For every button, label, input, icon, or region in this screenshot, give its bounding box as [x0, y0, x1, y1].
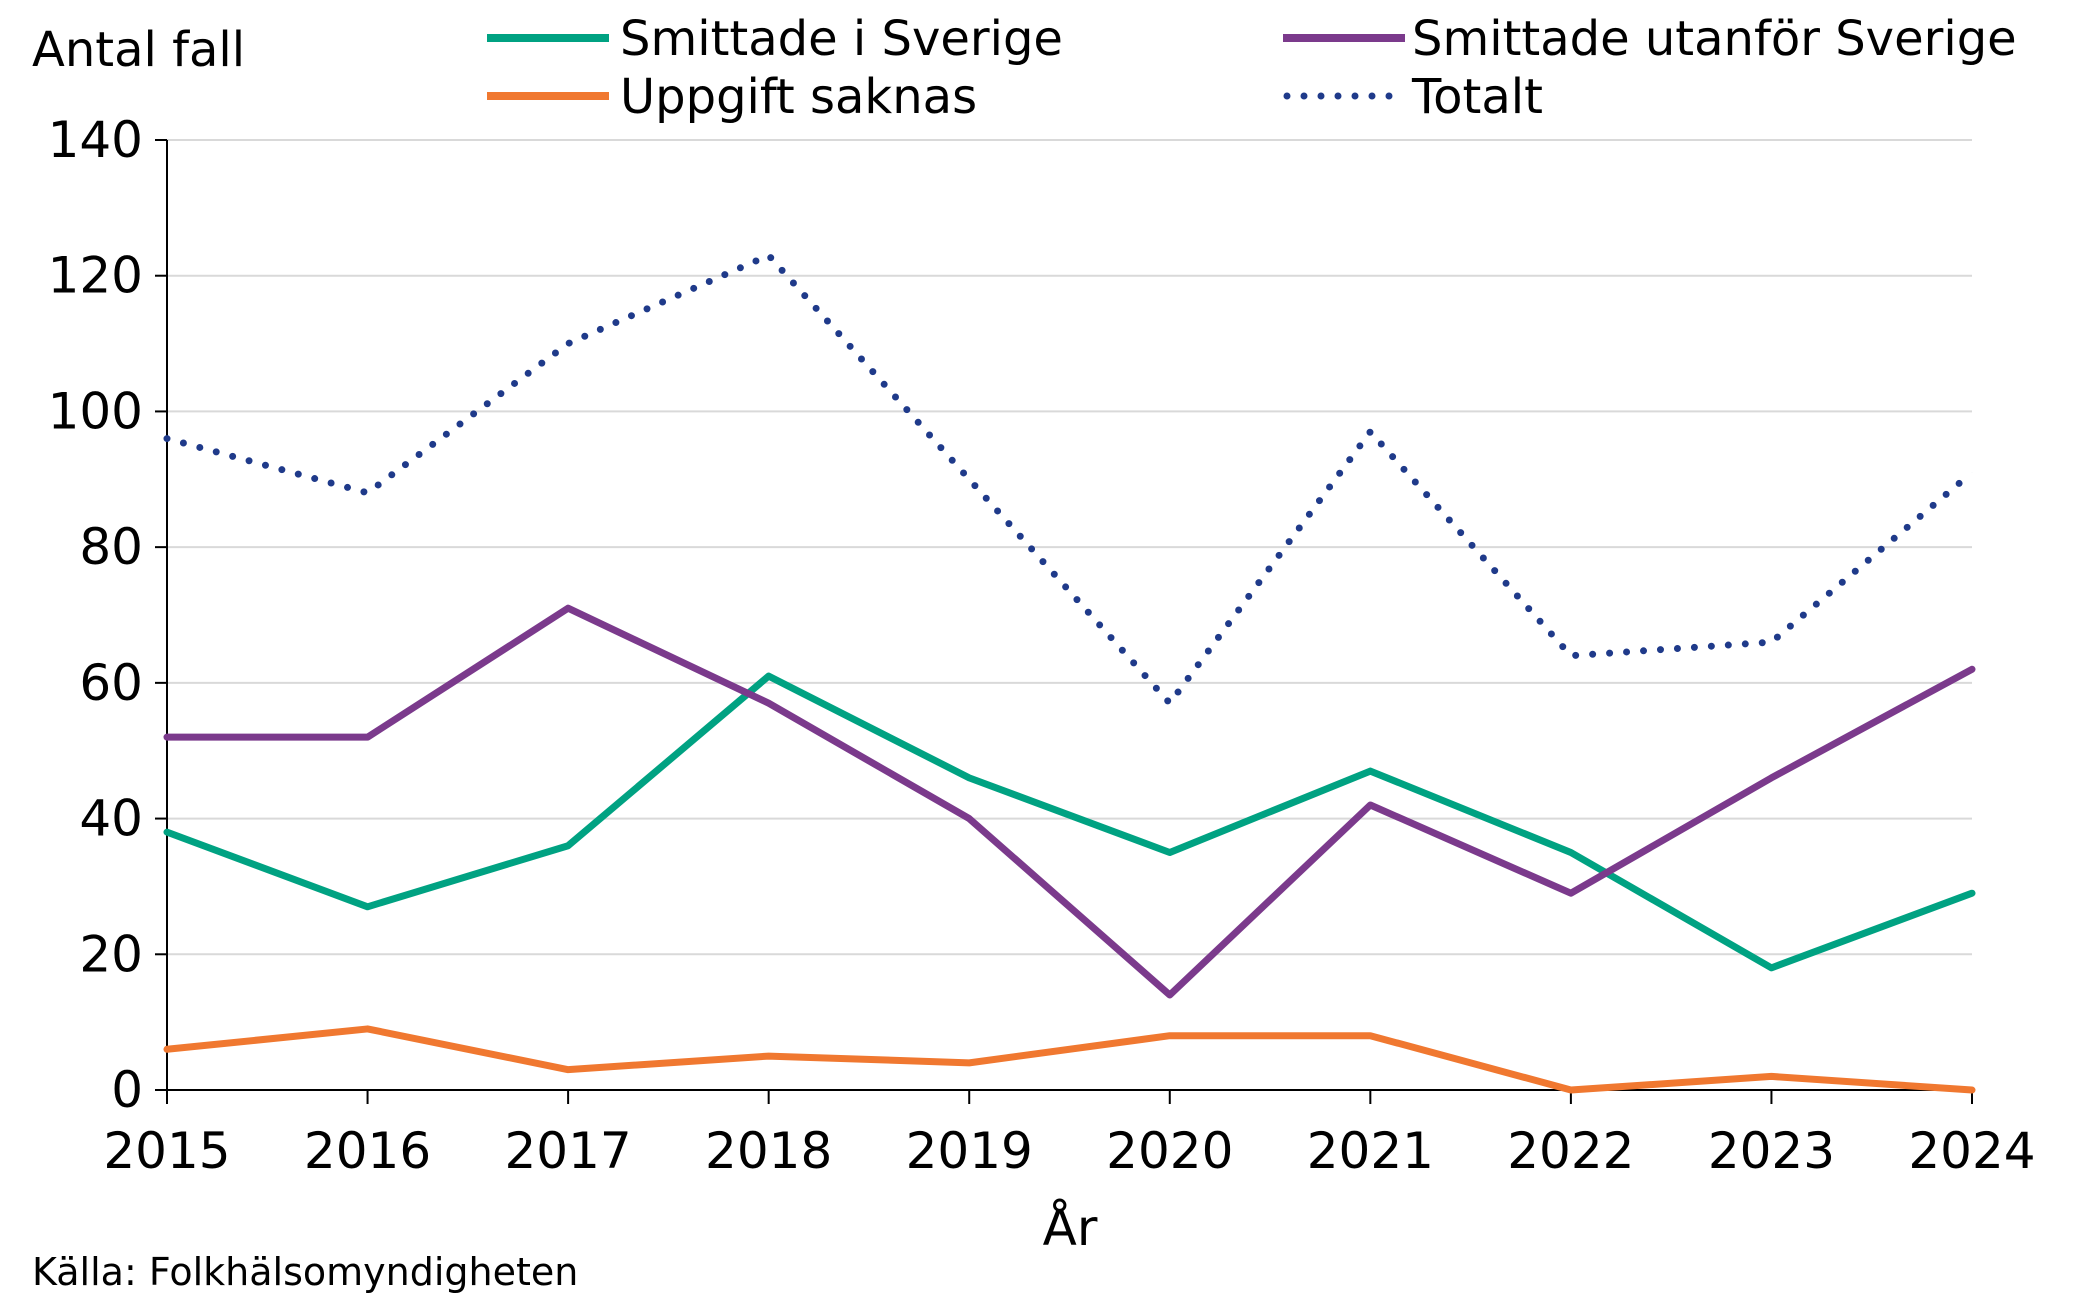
legend-label: Totalt	[1411, 69, 1543, 125]
legend-item-0: Smittade i Sverige	[487, 11, 1063, 67]
y-tick-label: 0	[111, 1061, 143, 1119]
y-tick-label: 120	[48, 247, 143, 305]
y-tick-label: 60	[79, 654, 143, 712]
series-line-2	[163, 1025, 1976, 1094]
legend: Smittade i Sverige Smittade utanför Sveri…	[487, 11, 2017, 125]
x-axis-title: År	[1043, 1199, 1098, 1257]
series-line-1	[163, 604, 1976, 999]
x-tick-label: 2019	[906, 1122, 1033, 1180]
x-tick-label: 2017	[504, 1122, 631, 1180]
axes	[166, 140, 1972, 1091]
x-tick-labels: 2015 2016 2017 2018 2019 2020 2021 2022 2023 2024	[103, 1090, 2036, 1180]
legend-item-2: Uppgift saknas	[487, 69, 977, 125]
series-lines	[163, 251, 1976, 1094]
x-tick-label: 2023	[1708, 1122, 1835, 1180]
legend-label: Smittade utanför Sverige	[1412, 11, 2017, 67]
legend-item-1: Smittade utanför Sverige	[1283, 11, 2017, 67]
x-tick-label: 2020	[1106, 1122, 1233, 1180]
legend-item-3: Totalt	[1283, 69, 1543, 125]
legend-label: Uppgift saknas	[620, 69, 977, 125]
x-tick-label: 2024	[1908, 1122, 2035, 1180]
y-tick-label: 20	[79, 925, 143, 983]
y-tick-label: 80	[79, 518, 143, 576]
source-note: Källa: Folkhälsomyndigheten	[32, 1250, 579, 1294]
x-tick-label: 2016	[304, 1122, 431, 1180]
y-tick-label: 100	[48, 382, 143, 440]
x-tick-label: 2015	[103, 1122, 230, 1180]
legend-label: Smittade i Sverige	[620, 11, 1063, 67]
y-tick-label: 40	[79, 790, 143, 848]
x-tick-label: 2021	[1307, 1122, 1434, 1180]
x-tick-label: 2018	[705, 1122, 832, 1180]
y-tick-label: 140	[48, 111, 143, 169]
y-axis-title: Antal fall	[32, 22, 245, 78]
gridlines	[167, 139, 1972, 956]
x-tick-label: 2022	[1507, 1122, 1634, 1180]
series-line-0	[163, 672, 1976, 972]
series-line-3	[163, 251, 1976, 707]
y-tick-labels: 0 20 40 60 80 100 120 140	[48, 111, 167, 1119]
